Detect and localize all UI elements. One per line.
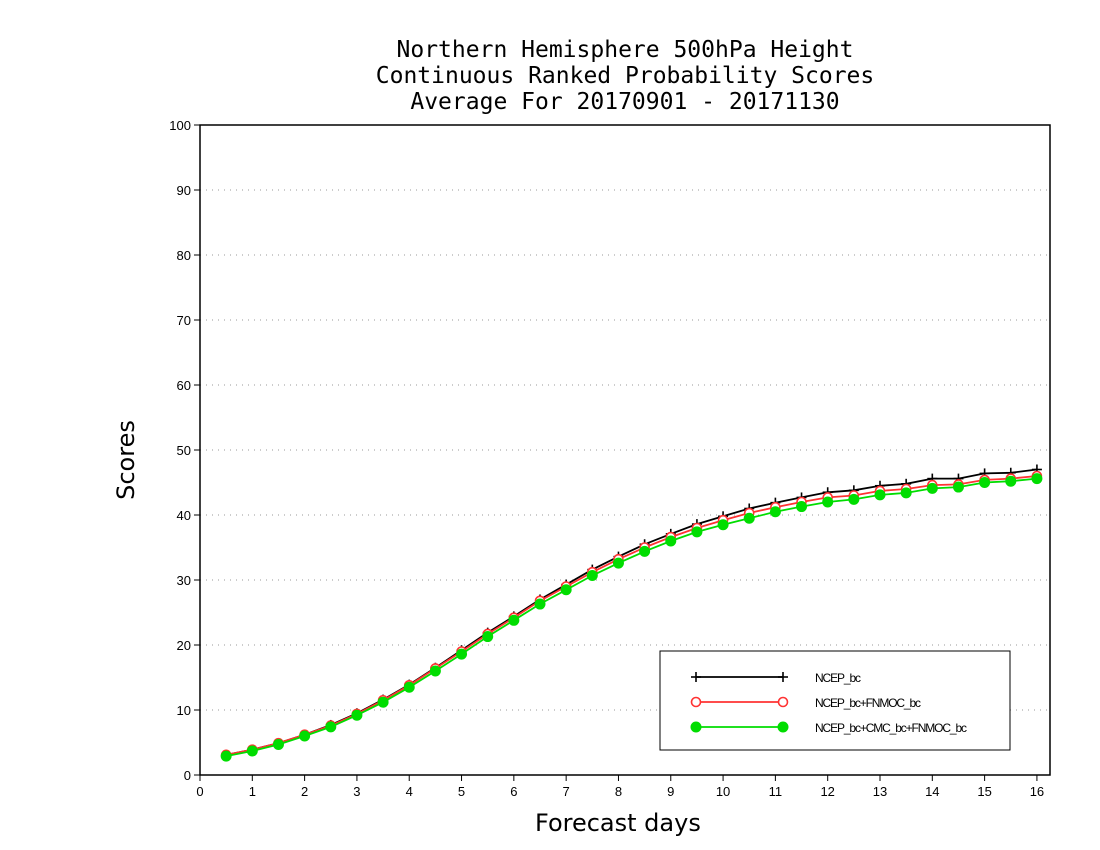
- legend-item-1: NCEP_bc: [691, 671, 861, 685]
- x-tick-label: 14: [925, 784, 939, 799]
- data-point: [1031, 473, 1043, 485]
- y-tick-label: 40: [177, 508, 191, 523]
- y-tick-label: 20: [177, 638, 191, 653]
- data-point: [429, 665, 441, 677]
- legend-box: [659, 650, 1011, 751]
- data-point: [952, 481, 964, 493]
- grid-lines: [200, 189, 1050, 711]
- x-tick-label: 9: [667, 784, 674, 799]
- x-tick-label: 15: [977, 784, 991, 799]
- x-axis-label: Forecast days: [535, 809, 701, 837]
- x-tick-label: 3: [353, 784, 360, 799]
- legend: NCEP_bc NCEP_bc+FNMOC_bc NCEP_bc+CMC_bc+FN…: [659, 650, 1011, 751]
- x-tick-label: 5: [458, 784, 465, 799]
- y-axis-label: Scores: [112, 420, 140, 500]
- data-point: [979, 477, 991, 488]
- y-tick-label: 80: [177, 248, 191, 263]
- y-tick-label: 100: [169, 118, 191, 133]
- series-lines: [220, 464, 1043, 762]
- data-point: [377, 696, 389, 708]
- data-point: [403, 681, 415, 693]
- legend-marker: [690, 696, 702, 708]
- data-point: [796, 501, 808, 513]
- x-tick-label: 10: [716, 784, 730, 799]
- data-point: [900, 487, 912, 499]
- data-point: [534, 598, 546, 610]
- data-point: [351, 709, 363, 721]
- data-point: [848, 493, 860, 505]
- data-point: [272, 738, 284, 750]
- x-tick-label: 12: [820, 784, 834, 799]
- data-point: [508, 614, 520, 626]
- legend-marker: [690, 721, 702, 733]
- data-point: [874, 489, 886, 501]
- chart-title-line-1: Northern Hemisphere 500hPa Height: [396, 37, 854, 63]
- data-point: [220, 750, 232, 762]
- y-tick-label: 60: [177, 378, 191, 393]
- x-tick-label: 11: [769, 784, 783, 799]
- data-point: [691, 526, 703, 538]
- x-tick-label: 7: [563, 784, 570, 799]
- x-tick-label: 8: [615, 784, 622, 799]
- data-point: [717, 519, 729, 531]
- chart-title-line-2: Continuous Ranked Probability Scores: [375, 63, 875, 89]
- x-tick-label: 16: [1030, 784, 1044, 799]
- chart-title-line-3: Average For 20170901 - 20171130: [410, 89, 840, 115]
- x-tick-label: 6: [510, 784, 517, 799]
- x-tick-label: 4: [406, 784, 413, 799]
- data-point: [560, 584, 572, 596]
- legend-marker: [691, 672, 701, 682]
- data-point: [299, 730, 311, 742]
- legend-item-3: NCEP_bc+CMC_bc+FNMOC_bc: [690, 721, 967, 735]
- data-point: [586, 569, 598, 581]
- y-tick-label: 70: [177, 313, 191, 328]
- data-point: [246, 745, 258, 757]
- data-point: [769, 506, 781, 518]
- data-point: [612, 557, 624, 569]
- x-tick-label: 0: [196, 784, 203, 799]
- legend-label: NCEP_bc+CMC_bc+FNMOC_bc: [815, 721, 967, 735]
- legend-item-2: NCEP_bc+FNMOC_bc: [690, 696, 921, 710]
- data-point: [743, 512, 755, 524]
- legend-marker: [777, 721, 789, 733]
- y-tick-label: 0: [184, 768, 191, 783]
- y-tick-label: 10: [177, 703, 191, 718]
- data-point: [639, 545, 651, 557]
- y-tick-label: 90: [177, 183, 191, 198]
- data-point: [456, 648, 468, 660]
- legend-marker: [777, 696, 789, 708]
- legend-label: NCEP_bc+FNMOC_bc: [815, 696, 921, 710]
- series-3: [220, 473, 1043, 762]
- data-point: [482, 631, 494, 643]
- legend-label: NCEP_bc: [815, 671, 861, 685]
- data-point: [325, 721, 337, 733]
- data-point: [665, 535, 677, 547]
- y-tick-label: 30: [177, 573, 191, 588]
- x-tick-label: 2: [301, 784, 308, 799]
- data-point: [926, 482, 938, 494]
- y-tick-label: 50: [177, 443, 191, 458]
- x-tick-label: 13: [873, 784, 887, 799]
- data-point: [822, 496, 834, 508]
- legend-marker: [778, 672, 788, 682]
- x-tick-label: 1: [249, 784, 256, 799]
- data-point: [1005, 475, 1017, 487]
